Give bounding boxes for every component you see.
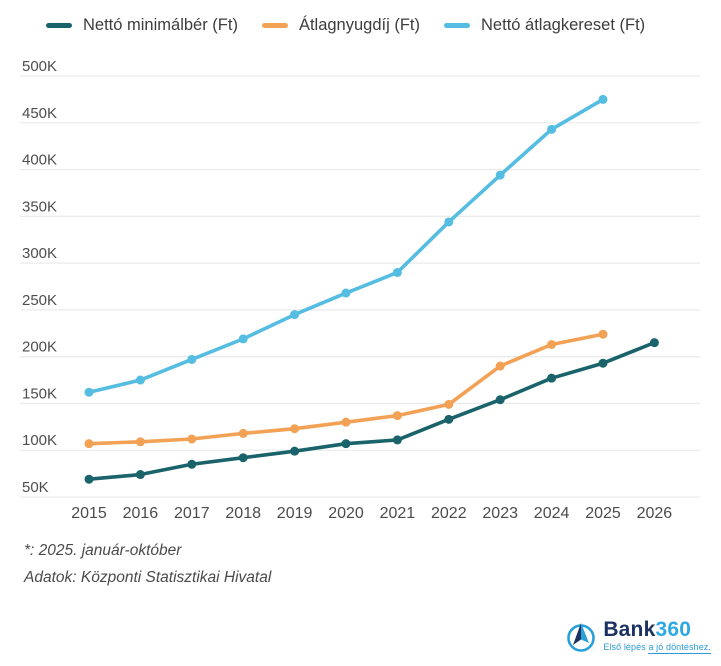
data-point-marker-atlagnyugdij: [495, 361, 505, 371]
bank360-logo: Bank360 Első lépés a jó döntéshez.: [564, 619, 711, 654]
data-point-marker-atlagnyugdij: [598, 329, 608, 339]
y-axis-tick-label: 400K: [22, 152, 57, 169]
data-point-marker-atlagnyugdij: [84, 439, 94, 449]
x-axis-tick-label: 2020: [328, 505, 364, 522]
y-axis-tick-label: 300K: [22, 245, 57, 262]
y-axis-tick-label: 500K: [22, 58, 57, 75]
x-axis-tick-label: 2017: [174, 505, 210, 522]
legend-item-atlagnyugdij: Átlagnyugdíj (Ft): [261, 16, 421, 35]
legend-swatch-icon: [261, 23, 288, 28]
data-point-marker-netto-minimalber: [598, 358, 608, 368]
data-point-marker-netto-atlagkereset: [238, 334, 248, 344]
x-axis-tick-label: 2022: [431, 505, 467, 522]
line-chart: 50K 100K 150K 200K 250K 300K 350K 400K 450K 500K 2…: [20, 58, 700, 522]
legend-item-netto-minimalber: Nettó minimálbér (Ft): [46, 16, 238, 35]
y-axis-tick-label: 350K: [22, 198, 57, 215]
data-point-marker-atlagnyugdij: [238, 428, 248, 438]
data-point-marker-netto-atlagkereset: [187, 354, 197, 364]
data-point-marker-atlagnyugdij: [392, 411, 402, 421]
y-axis-tick-label: 50K: [22, 479, 49, 496]
logo-tagline-plain: Első lépés: [603, 642, 646, 652]
data-point-marker-atlagnyugdij: [341, 417, 351, 427]
data-point-marker-netto-minimalber: [187, 459, 197, 469]
data-point-marker-netto-atlagkereset: [547, 124, 557, 134]
legend-label: Átlagnyugdíj (Ft): [298, 16, 421, 34]
data-point-marker-netto-atlagkereset: [598, 94, 608, 104]
data-point-marker-netto-minimalber: [495, 395, 505, 405]
footnote-period: *: 2025. január-október: [24, 542, 182, 559]
data-point-marker-netto-minimalber: [135, 470, 145, 480]
data-point-marker-netto-minimalber: [341, 439, 351, 449]
data-point-marker-atlagnyugdij: [135, 437, 145, 447]
data-point-marker-atlagnyugdij: [290, 424, 300, 434]
data-point-marker-netto-atlagkereset: [135, 375, 145, 385]
x-axis-tick-label: 2025: [585, 505, 621, 522]
legend-swatch-icon: [46, 23, 72, 28]
x-axis-tick-label: 2023: [482, 505, 518, 522]
data-point-marker-netto-minimalber: [649, 338, 659, 348]
data-point-marker-netto-minimalber: [290, 446, 300, 456]
series-line-netto-atlagkereset: [87, 97, 605, 395]
data-point-marker-netto-minimalber: [84, 474, 94, 484]
logo-text: Bank360 Első lépés a jó döntéshez.: [603, 619, 711, 654]
data-point-marker-netto-minimalber: [444, 414, 454, 424]
data-point-marker-atlagnyugdij: [187, 434, 197, 444]
y-axis-tick-label: 250K: [22, 292, 57, 309]
legend-label: Nettó minimálbér (Ft): [83, 16, 238, 34]
logo-tagline: Első lépés a jó döntéshez.: [603, 642, 711, 654]
logo-brand: Bank360: [603, 619, 691, 641]
logo-tagline-underlined: a jó döntéshez.: [648, 642, 711, 654]
chart-legend: Nettó minimálbér (Ft) Átlagnyugdíj (Ft) Ne…: [46, 16, 645, 35]
y-axis-tick-label: 200K: [22, 339, 57, 356]
x-axis-tick-label: 2019: [277, 505, 313, 522]
footnote-source: Adatok: Központi Statisztikai Hivatal: [24, 569, 272, 586]
data-point-marker-netto-atlagkereset: [84, 387, 94, 397]
data-point-marker-atlagnyugdij: [547, 340, 557, 350]
y-axis-tick-label: 150K: [22, 385, 57, 402]
series-line-netto-minimalber: [87, 340, 657, 482]
data-point-marker-netto-atlagkereset: [444, 217, 454, 227]
x-axis-tick-label: 2016: [123, 505, 159, 522]
data-point-marker-netto-minimalber: [238, 453, 248, 463]
y-axis-tick-label: 100K: [22, 432, 57, 449]
y-axis-tick-label: 450K: [22, 105, 57, 122]
logo-brand-360: 360: [655, 618, 692, 641]
data-point-marker-netto-atlagkereset: [495, 170, 505, 180]
x-axis-tick-label: 2021: [380, 505, 416, 522]
bank360-plane-icon: [567, 623, 596, 652]
chart-footnotes: *: 2025. január-október Adatok: Központi…: [24, 537, 271, 591]
x-axis-tick-label: 2026: [637, 505, 673, 522]
data-point-marker-netto-atlagkereset: [392, 267, 402, 277]
data-point-marker-netto-atlagkereset: [341, 288, 351, 298]
logo-brand-bank: Bank: [603, 618, 656, 641]
x-axis-tick-label: 2024: [534, 505, 570, 522]
legend-item-netto-atlagkereset: Nettó átlagkereset (Ft): [444, 16, 645, 35]
data-point-marker-netto-atlagkereset: [290, 310, 300, 320]
data-point-marker-netto-minimalber: [392, 435, 402, 445]
x-axis-tick-label: 2018: [225, 505, 261, 522]
x-axis-tick-label: 2015: [71, 505, 107, 522]
data-point-marker-netto-minimalber: [547, 373, 557, 383]
legend-swatch-icon: [444, 23, 471, 28]
data-point-marker-atlagnyugdij: [444, 399, 454, 409]
legend-label: Nettó átlagkereset (Ft): [481, 16, 646, 34]
